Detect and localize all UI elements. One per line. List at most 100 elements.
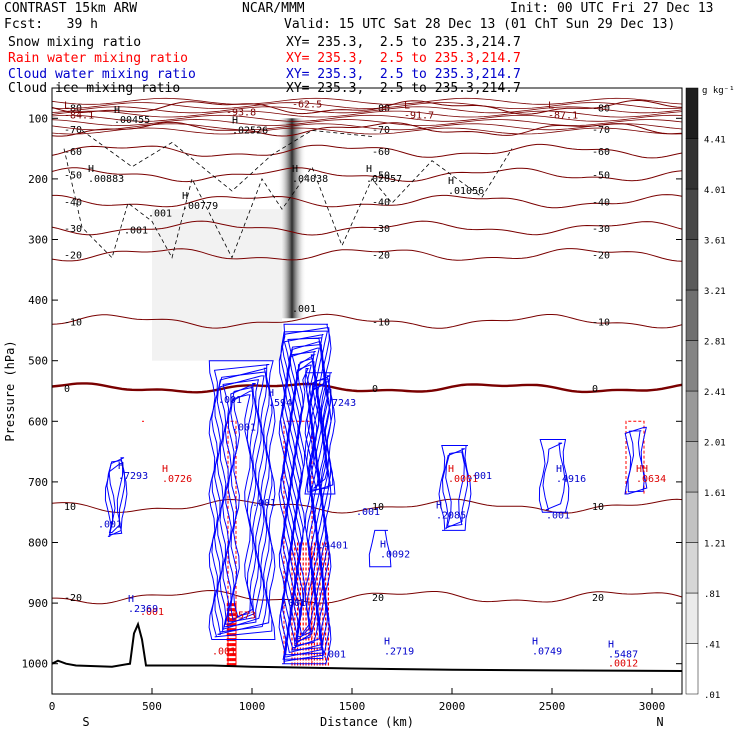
cloud-water-contour (298, 368, 312, 635)
rain-max-value: .0634 (636, 474, 666, 485)
isotherm-label: -40 (592, 197, 610, 208)
cloud-water-contour (208, 360, 276, 640)
cloud-water-contour (216, 371, 268, 633)
cloud-water-contour (310, 381, 330, 489)
isotherm-line (51, 99, 683, 115)
snow-shading (152, 209, 282, 361)
snow-max-marker: H (114, 105, 120, 116)
isotherm-line (51, 220, 683, 236)
isotherm-label: -50 (64, 171, 82, 182)
cloud-water-contour (627, 430, 645, 493)
isotherm-line (51, 313, 683, 329)
cloud-max-marker: H (436, 500, 442, 511)
cloud-max-value: .001 (282, 598, 306, 609)
x-tick-label: 500 (142, 700, 162, 713)
y-tick-label: 400 (28, 294, 48, 307)
cloud-max-marker: H (384, 637, 390, 648)
cloud-max-marker: H (380, 540, 386, 551)
cloud-water-contour (281, 330, 329, 660)
cloud-max-value: .001 (232, 422, 256, 433)
colorbar-label: 4.41 (704, 136, 726, 146)
low-label-value: -91.7 (404, 110, 434, 121)
x-tick-label: 3000 (639, 700, 666, 713)
rain-max-value: .001 (140, 607, 164, 618)
colorbar-swatch (685, 340, 699, 392)
isotherm-label: -10 (372, 317, 390, 328)
colorbar-label: .01 (704, 691, 720, 701)
isotherm-label: 10 (372, 502, 384, 513)
cloud-water-contour (227, 386, 257, 623)
cloud-max-value: .7243 (326, 398, 356, 409)
y-tick-label: 700 (28, 476, 48, 489)
isotherm-label: -40 (64, 197, 82, 208)
isotherm-label: -80 (372, 103, 390, 114)
tropopause-isotherm (51, 119, 683, 126)
colorbar-swatch (685, 542, 699, 594)
cloud-max-value: .0092 (380, 550, 410, 561)
colorbar-label: 2.41 (704, 388, 726, 398)
cloud-max-value: .594 (268, 398, 292, 409)
isotherm-label: -50 (372, 171, 390, 182)
isotherm-label: 10 (64, 502, 76, 513)
snow-max-value: .00883 (88, 174, 124, 185)
isotherm-label: 20 (592, 593, 604, 604)
plot-title: CONTRAST 15km ARW (4, 1, 138, 16)
cloud-max-value: .001 (98, 519, 122, 530)
isotherm-line (52, 589, 683, 605)
y-axis-label: Pressure (hPa) (3, 340, 17, 441)
colorbar-label: 4.01 (704, 186, 726, 196)
colorbar-swatch (685, 289, 699, 341)
cloud-max-value: .001 (546, 510, 570, 521)
isotherm-line (51, 498, 683, 514)
cloud-water-contour (211, 364, 273, 638)
cloud-max-marker: H (532, 637, 538, 648)
isotherm-label: -20 (64, 251, 82, 262)
low-label-marker: L (548, 100, 554, 111)
isotherm-label: 0 (592, 384, 598, 395)
colorbar-swatch (685, 87, 699, 139)
tropopause-isotherm (51, 110, 683, 118)
field-rain-xy: XY= 235.3, 2.5 to 235.3,214.7 (286, 51, 521, 66)
isotherm-line (51, 167, 683, 183)
snow-max-marker: H (366, 164, 372, 175)
cloud-max-value: .4401 (318, 541, 348, 552)
snow-max-marker: H (88, 164, 94, 175)
field-snow-label: Snow mixing ratio (8, 35, 142, 50)
low-label-marker: L (64, 100, 70, 111)
snow-max-value: .04038 (292, 174, 328, 185)
terrain-line (51, 621, 683, 672)
snow-max-value: .001 (292, 304, 316, 315)
cloud-water-contour (108, 463, 124, 533)
isotherm-label: -20 (592, 251, 610, 262)
cloud-max-value: .7293 (118, 471, 148, 482)
rain-max-marker: HH (636, 464, 648, 475)
cloud-max-marker: H (268, 388, 274, 399)
field-snow-xy: XY= 235.3, 2.5 to 235.3,214.7 (286, 35, 521, 50)
cloud-water-contour (292, 354, 318, 644)
isotherm-label: -60 (592, 147, 610, 158)
tropopause-isotherm (51, 127, 683, 135)
cloud-max-marker: H (608, 640, 614, 651)
colorbar-swatch (685, 491, 699, 543)
snow-max-marker: H (292, 164, 298, 175)
y-tick-label: 200 (28, 173, 48, 186)
y-tick-label: 300 (28, 234, 48, 247)
isotherm-label: -60 (372, 147, 390, 158)
colorbar-label: 2.81 (704, 338, 726, 348)
cloud-water-contour (106, 460, 126, 535)
low-label-value: -87.1 (548, 110, 578, 121)
cloud-water-contour (219, 375, 265, 630)
cloud-water-contour (230, 390, 254, 620)
rain-max-value: .0001 (448, 474, 478, 485)
tropopause-isotherm (51, 123, 683, 131)
rain-max-value: .0726 (162, 474, 192, 485)
tropopause-isotherm (51, 97, 683, 105)
isotherm-label: -30 (372, 224, 390, 235)
isotherm-label: -40 (372, 197, 390, 208)
low-label-marker: L (404, 100, 410, 111)
isotherm-label: 0 (372, 384, 378, 395)
cloud-max-marker: H (118, 461, 124, 472)
cloud-max-value: .0749 (532, 647, 562, 658)
x-tick-label: 1000 (239, 700, 266, 713)
y-tick-label: 500 (28, 355, 48, 368)
